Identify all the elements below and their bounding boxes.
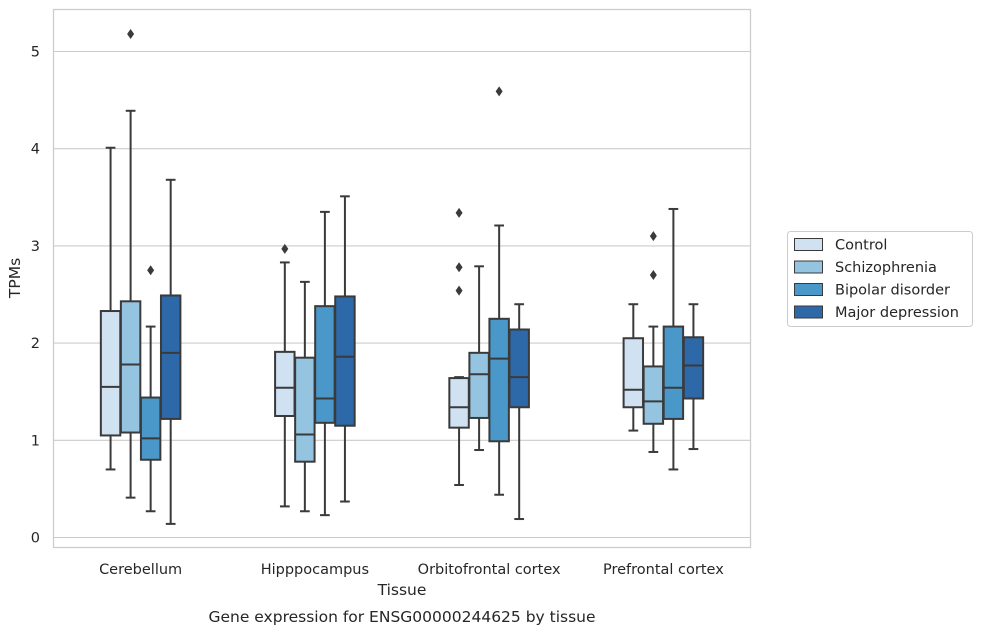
box-iqr	[139, 396, 162, 461]
box	[488, 86, 510, 496]
y-axis-ticks: 0 1 2 3 4 5	[31, 45, 40, 547]
box-iqr	[334, 295, 356, 427]
y-tick-label: 1	[31, 433, 40, 449]
box	[99, 146, 122, 471]
legend-swatch	[794, 260, 823, 274]
legend-label: Major depression	[835, 305, 959, 321]
box	[662, 207, 685, 471]
y-axis-title: TPMs	[6, 258, 24, 299]
box-iqr	[159, 294, 182, 420]
x-tick-label: Prefrontal cortex	[603, 562, 724, 578]
y-tick-label: 3	[31, 239, 40, 255]
x-axis-ticks: Cerebellum Hipppocampus Orbitofrontal cort…	[99, 562, 724, 578]
legend-items: Control Schizophrenia Bipolar disorder Majo…	[794, 238, 959, 321]
box	[294, 280, 316, 513]
box	[119, 29, 142, 499]
legend-item: Bipolar disorder	[794, 283, 950, 299]
outlier-point	[147, 265, 155, 276]
box-iqr	[294, 356, 316, 463]
legend-item: Control	[794, 238, 887, 254]
box-iqr	[682, 336, 705, 400]
box	[159, 178, 182, 525]
box-iqr	[622, 337, 645, 409]
box-iqr	[468, 351, 490, 419]
outlier-point	[127, 29, 135, 40]
legend-label: Schizophrenia	[835, 260, 937, 276]
plot-frame	[52, 8, 752, 549]
y-tick-label: 0	[31, 531, 40, 547]
chart-caption: Gene expression for ENSG00000244625 by t…	[208, 608, 595, 626]
legend-label: Bipolar disorder	[835, 283, 950, 299]
box-iqr	[448, 377, 470, 429]
box	[139, 265, 162, 513]
box	[508, 303, 530, 521]
legend-swatch	[794, 283, 823, 296]
legend-item: Schizophrenia	[794, 260, 937, 276]
outlier-point	[455, 262, 463, 273]
x-tick-label: Cerebellum	[99, 562, 182, 578]
legend-swatch	[794, 305, 823, 319]
y-tick-label: 5	[31, 45, 40, 61]
outlier-point	[455, 285, 463, 296]
box-iqr	[642, 365, 665, 425]
legend-swatch	[794, 238, 823, 251]
box	[682, 303, 705, 451]
outlier-point	[649, 270, 657, 281]
box	[468, 265, 490, 452]
box-iqr	[488, 317, 510, 443]
series-bipolar-disorder	[139, 86, 685, 517]
box	[448, 207, 470, 487]
outlier-point	[281, 243, 289, 254]
x-tick-label: Orbitofrontal cortex	[418, 562, 561, 578]
box	[314, 210, 336, 517]
x-tick-label: Hipppocampus	[261, 562, 369, 578]
y-tick-label: 2	[31, 336, 40, 352]
box-series	[99, 29, 705, 525]
series-schizophrenia	[119, 29, 665, 513]
legend-frame	[787, 231, 973, 327]
plot-area	[52, 8, 752, 549]
box-iqr	[314, 305, 336, 424]
outlier-point	[455, 207, 463, 218]
series-major-depression	[159, 178, 705, 525]
outlier-point	[495, 86, 503, 97]
series-control	[99, 146, 645, 508]
box-iqr	[274, 350, 296, 417]
y-tick-label: 4	[31, 142, 40, 158]
legend: Control Schizophrenia Bipolar disorder Majo…	[787, 231, 973, 327]
legend-label: Control	[835, 238, 887, 254]
box-iqr	[119, 300, 142, 434]
box	[334, 195, 356, 503]
box-iqr	[662, 325, 685, 420]
outlier-point	[649, 231, 657, 242]
box-iqr	[99, 310, 122, 437]
box-iqr	[508, 328, 530, 409]
legend-item: Major depression	[794, 305, 959, 321]
x-axis-title: Tissue	[377, 581, 427, 599]
box	[642, 231, 665, 453]
